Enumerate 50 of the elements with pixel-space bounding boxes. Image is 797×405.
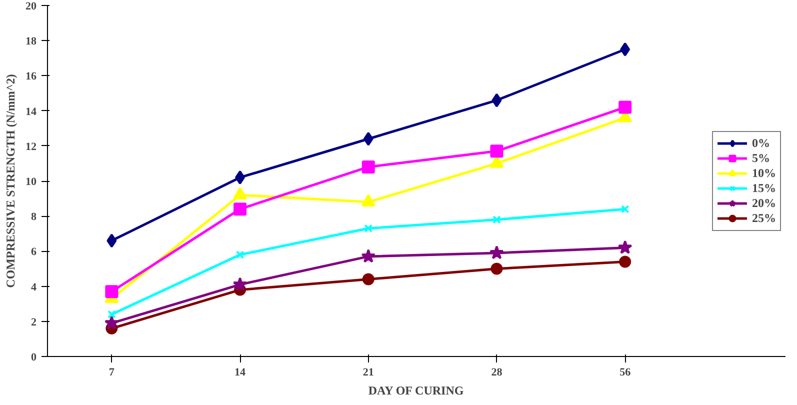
- point: [105, 285, 118, 298]
- point: [232, 277, 248, 291]
- point: [361, 194, 376, 207]
- x-tick-label: 28: [491, 366, 503, 378]
- point: [234, 202, 247, 216]
- point: [620, 204, 630, 214]
- legend-label: 15%: [752, 180, 776, 196]
- point: [236, 250, 244, 259]
- x-axis-title: DAY OF CURING: [368, 384, 464, 398]
- y-tick-label: 8: [31, 211, 37, 224]
- legend-label: 10%: [752, 166, 776, 180]
- x-tick-label: 21: [362, 366, 374, 378]
- y-tick-label: 10: [26, 176, 37, 188]
- point: [492, 93, 502, 108]
- x-tick-label: 7: [108, 366, 115, 378]
- y-tick-label: 18: [26, 36, 37, 48]
- point: [233, 187, 248, 200]
- x-tick-label: 14: [234, 366, 246, 378]
- y-tick-label: 20: [26, 0, 37, 12]
- y-tick-label: 14: [26, 106, 37, 118]
- point: [618, 240, 632, 254]
- point: [490, 262, 503, 275]
- point: [619, 256, 632, 268]
- point: [106, 234, 117, 248]
- y-tick-label: 2: [31, 316, 37, 328]
- point: [490, 144, 504, 158]
- y-axis-title: COMPRESSIVE STRENGTH (N/mm^2): [4, 74, 18, 288]
- point: [490, 156, 504, 168]
- y-tick-label: 4: [31, 281, 37, 294]
- point: [618, 100, 632, 114]
- point: [364, 224, 373, 233]
- legend-label: 20%: [752, 196, 776, 210]
- legend-label: 5%: [752, 150, 771, 166]
- point: [362, 273, 374, 286]
- point: [107, 310, 116, 319]
- point: [490, 245, 504, 260]
- y-tick-label: 16: [26, 70, 37, 83]
- point: [620, 42, 630, 56]
- point: [362, 160, 375, 174]
- point: [492, 215, 501, 224]
- y-tick-label: 0: [31, 352, 37, 364]
- legend-label: 0%: [752, 136, 771, 150]
- legend-label: 25%: [752, 210, 776, 226]
- y-tick-label: 6: [31, 246, 37, 258]
- y-tick-label: 12: [26, 140, 37, 153]
- point: [235, 170, 246, 184]
- point: [361, 248, 376, 263]
- point: [363, 132, 374, 146]
- point: [104, 316, 119, 330]
- x-tick-label: 56: [620, 366, 632, 378]
